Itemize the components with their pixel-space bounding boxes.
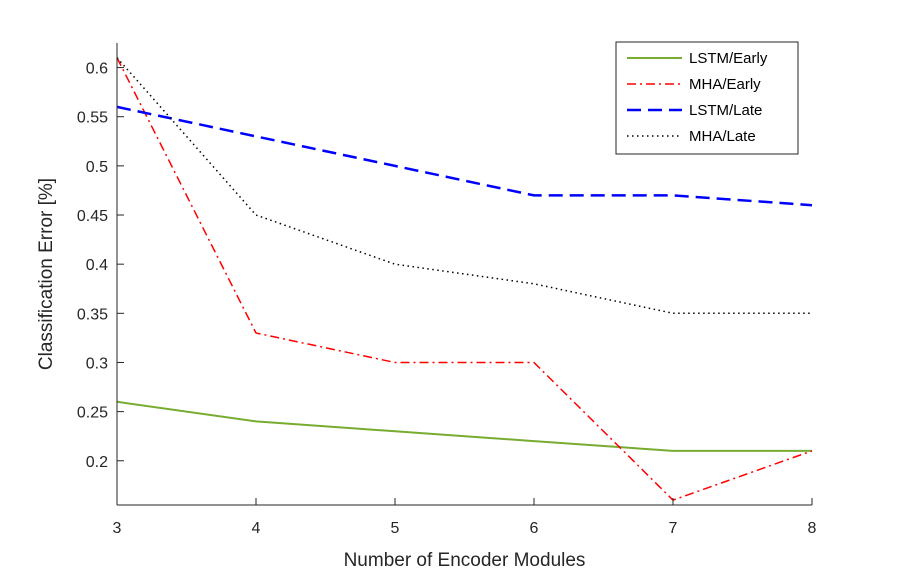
y-tick-label: 0.55 (77, 110, 108, 127)
series-layer (116, 57, 813, 501)
y-tick-label: 0.6 (86, 61, 108, 78)
y-tick-label: 0.25 (77, 405, 108, 422)
x-tick-label: 8 (808, 520, 817, 537)
x-tick-label: 4 (252, 520, 261, 537)
y-tick-label: 0.45 (77, 208, 108, 225)
y-tick-label: 0.35 (77, 306, 108, 323)
y-tick-label: 0.3 (86, 355, 108, 372)
legend-label: LSTM/Late (689, 102, 762, 119)
legend-box (615, 41, 799, 155)
x-tick-label: 5 (391, 520, 400, 537)
y-tick-label: 0.5 (86, 159, 108, 176)
series-line-mha-early (116, 57, 813, 501)
legend-label: LSTM/Early (689, 50, 768, 67)
legend: LSTM/Early MHA/Early LSTM/Late MHA/Late (615, 41, 799, 155)
y-tick-label: 0.2 (86, 454, 108, 471)
x-tick-label: 7 (669, 520, 678, 537)
y-ticks: 0.2 0.25 0.3 0.35 0.4 0.45 0.5 0.55 0.6 (77, 61, 124, 471)
y-tick-label: 0.4 (86, 257, 108, 274)
y-axis-title: Classification Error [%] (36, 178, 57, 370)
x-axis-title: Number of Encoder Modules (344, 550, 586, 571)
legend-label: MHA/Late (689, 128, 756, 145)
x-tick-label: 6 (530, 520, 539, 537)
x-tick-label: 3 (113, 520, 122, 537)
series-line-lstm-late (116, 105, 813, 207)
x-ticks: 3 4 5 6 7 8 (113, 498, 817, 537)
series-line-lstm-early (116, 400, 812, 452)
legend-label: MHA/Early (689, 76, 761, 93)
